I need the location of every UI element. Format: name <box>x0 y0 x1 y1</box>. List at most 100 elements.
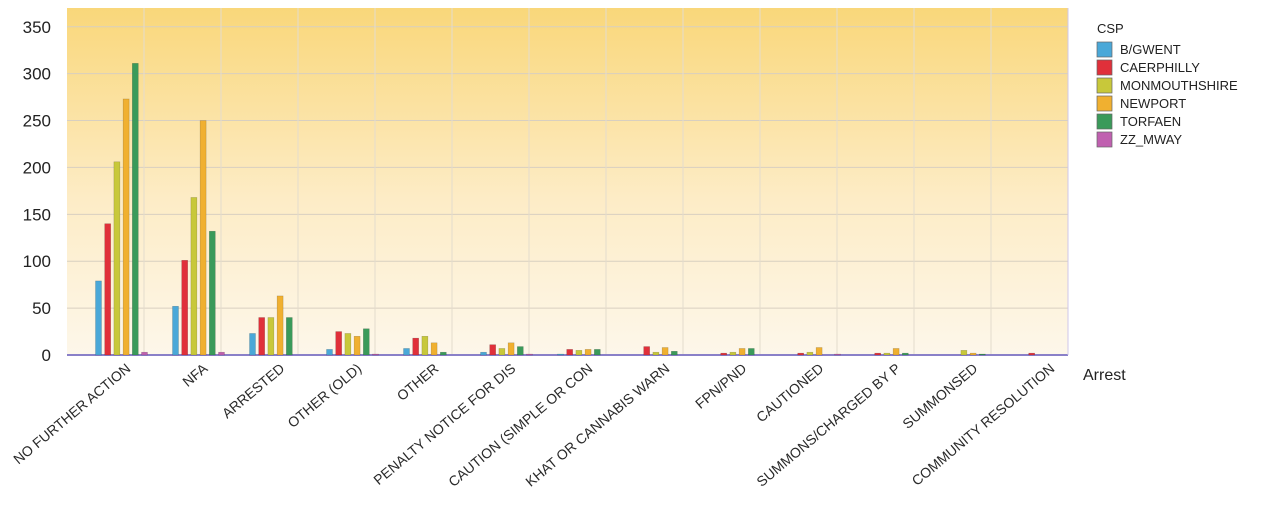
bar <box>902 352 909 356</box>
bar <box>507 342 515 356</box>
plot-background <box>67 8 1068 355</box>
legend-label: ZZ_MWAY <box>1120 132 1182 147</box>
bar <box>797 352 804 356</box>
legend-label: MONMOUTHSHIRE <box>1120 78 1238 93</box>
x-tick-label: ARRESTED <box>219 360 288 421</box>
bar <box>575 350 583 356</box>
bar <box>286 317 293 356</box>
bar <box>181 260 188 356</box>
bar <box>643 346 650 356</box>
y-tick-label: 200 <box>23 158 51 177</box>
legend-label: NEWPORT <box>1120 96 1186 111</box>
x-tick-label: NO FURTHER ACTION <box>10 360 133 467</box>
bars <box>95 63 1035 356</box>
bar <box>335 331 342 356</box>
bar <box>199 120 207 356</box>
bar <box>104 223 111 356</box>
bar <box>557 353 564 356</box>
x-tick-label: OTHER <box>394 360 442 404</box>
bar <box>652 351 660 356</box>
x-tick-label: FPN/PND <box>692 360 749 412</box>
legend-swatch <box>1096 113 1113 130</box>
y-tick-label: 150 <box>23 205 51 224</box>
y-tick-label: 100 <box>23 252 51 271</box>
bar <box>979 353 986 356</box>
legend-swatch <box>1096 41 1113 58</box>
x-axis-label: Arrest <box>1083 367 1126 384</box>
legend-swatch <box>1096 59 1113 76</box>
bar <box>326 349 333 356</box>
bar <box>403 348 410 356</box>
bar <box>969 352 977 356</box>
y-tick-label: 300 <box>23 65 51 84</box>
bar <box>276 295 284 356</box>
bar <box>190 197 198 356</box>
bar <box>172 305 179 356</box>
legend-swatch <box>1096 131 1113 148</box>
bar <box>892 348 900 356</box>
bar <box>729 351 737 356</box>
grid <box>67 8 1068 356</box>
bar <box>218 351 225 356</box>
x-tick-label: SUMMONS/CHARGED BY P <box>753 360 903 490</box>
bar <box>209 230 216 356</box>
x-tick-label: SUMMONSED <box>899 360 980 432</box>
bar <box>834 353 841 356</box>
legend-label: B/GWENT <box>1120 42 1181 57</box>
bar <box>671 351 678 356</box>
bar <box>960 350 968 356</box>
plot-area <box>67 8 1068 355</box>
bar <box>421 335 429 356</box>
bar <box>526 353 533 356</box>
bar <box>353 335 361 356</box>
y-tick-label: 50 <box>32 299 51 318</box>
bar <box>363 328 370 356</box>
x-tick-label: CAUTIONED <box>753 360 826 425</box>
bar <box>489 344 496 356</box>
bar <box>113 161 121 356</box>
bar <box>1028 352 1035 356</box>
legend-label: TORFAEN <box>1120 114 1181 129</box>
bar <box>132 63 139 356</box>
x-tick-label: NFA <box>179 360 211 390</box>
bar <box>498 348 506 356</box>
x-tick-label: COMMUNITY RESOLUTION <box>909 360 1058 489</box>
bar <box>141 351 148 356</box>
bar <box>883 352 891 356</box>
bar <box>430 342 438 356</box>
x-tick-label: CAUTION (SIMPLE OR CON <box>445 360 595 490</box>
bar <box>720 352 727 356</box>
bar <box>480 351 487 356</box>
legend: CSP B/GWENT CAERPHILLY MONMOUTHSHIRE NEWPOR… <box>1096 21 1238 148</box>
bar <box>372 353 379 356</box>
y-tick-label: 0 <box>42 346 51 365</box>
bar <box>440 351 447 356</box>
bar <box>748 348 755 356</box>
bar <box>517 346 524 356</box>
bar <box>594 349 601 356</box>
legend-swatch <box>1096 77 1113 94</box>
bar <box>815 347 823 356</box>
legend-swatch <box>1096 95 1113 112</box>
bar <box>267 317 275 356</box>
bar <box>344 333 352 356</box>
bar <box>874 352 881 356</box>
x-tick-label: PENALTY NOTICE FOR DIS <box>370 360 518 488</box>
bar <box>584 349 592 356</box>
bar <box>738 348 746 356</box>
legend-title: CSP <box>1097 21 1124 36</box>
bar <box>258 317 265 356</box>
y-tick-label: 250 <box>23 112 51 131</box>
legend-label: CAERPHILLY <box>1120 60 1200 75</box>
x-tick-label: OTHER (OLD) <box>284 360 364 431</box>
bar <box>566 349 573 356</box>
bar <box>412 337 419 356</box>
bar <box>249 333 256 356</box>
x-tick-label: KHAT OR CANNABIS WARN <box>522 360 672 490</box>
bar <box>661 347 669 356</box>
y-tick-label: 350 <box>23 18 51 37</box>
bar <box>122 98 130 356</box>
